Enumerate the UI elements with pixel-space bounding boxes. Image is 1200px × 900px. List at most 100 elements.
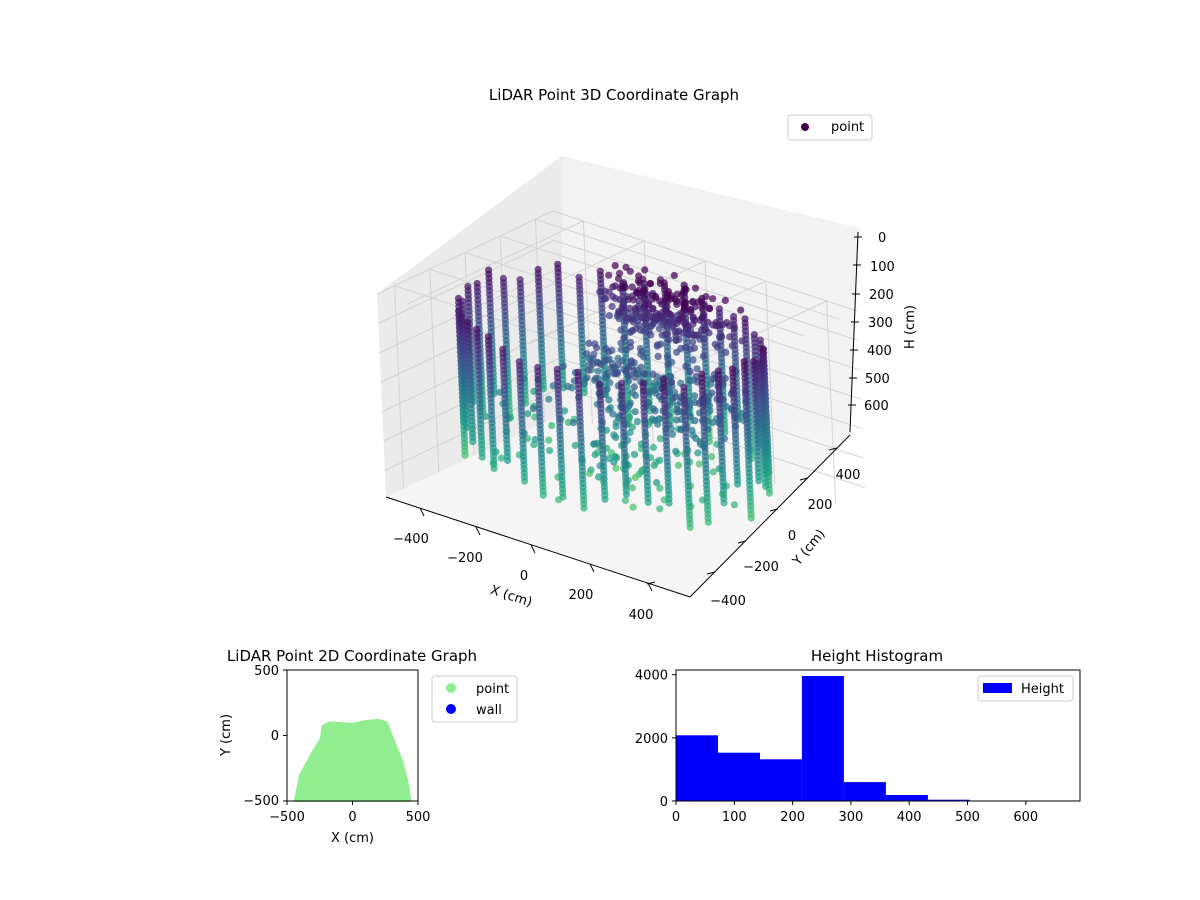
grid-line — [394, 285, 405, 489]
point-3d — [689, 338, 697, 346]
point-3d — [651, 417, 659, 425]
point-3d — [622, 367, 630, 375]
scatter2d-title: LiDAR Point 2D Coordinate Graph — [227, 647, 477, 665]
point-3d — [633, 288, 641, 296]
point-3d — [692, 372, 700, 381]
point-3d — [689, 331, 697, 339]
point-3d — [691, 284, 700, 292]
scatter2d-ylabel: Y (cm) — [219, 714, 234, 757]
point-3d — [665, 336, 673, 344]
point-3d — [609, 292, 617, 301]
point-3d — [624, 314, 632, 322]
histogram-bars — [676, 676, 1080, 801]
point-3d — [609, 283, 617, 291]
point-3d — [615, 315, 623, 323]
y-tick-label: 2000 — [635, 732, 668, 747]
point-3d — [652, 292, 660, 300]
x-tick-label: 0 — [672, 810, 680, 825]
point-3d — [755, 477, 763, 485]
point-3d — [687, 345, 695, 353]
point-3d — [649, 304, 657, 312]
point-3d — [633, 418, 641, 426]
x-tick-label: 300 — [838, 810, 863, 825]
point-3d — [469, 438, 477, 446]
point-3d — [645, 327, 653, 335]
point-3d — [641, 320, 650, 328]
point-cloud-2d — [293, 718, 412, 802]
point-3d — [737, 306, 745, 314]
point-3d — [604, 369, 612, 377]
point-3d — [691, 417, 699, 425]
point-3d — [462, 423, 471, 431]
y-tick-label: −400 — [710, 594, 746, 609]
y-tick-label: 400 — [836, 468, 861, 483]
point-3d — [638, 347, 646, 356]
point-3d — [559, 362, 567, 370]
point-3d — [668, 430, 677, 438]
point-3d — [640, 353, 648, 361]
point-3d — [632, 391, 640, 400]
point-3d — [709, 468, 717, 476]
grid-line — [535, 218, 840, 320]
point-3d — [564, 418, 573, 426]
point-3d — [664, 330, 672, 338]
point-3d — [601, 287, 609, 295]
point-3d — [656, 297, 664, 305]
point-3d — [697, 326, 706, 334]
legend-marker-point — [801, 123, 809, 131]
point-3d — [708, 389, 716, 397]
point-3d — [590, 440, 598, 448]
z-ticks-3d: 0 100 200 300 400 500 600 H (cm) — [848, 231, 918, 414]
y-tick-label: 0 — [660, 795, 668, 810]
point-3d — [589, 360, 597, 368]
point-3d — [667, 378, 676, 386]
point-3d — [583, 374, 591, 382]
x-tick-label: −200 — [447, 551, 483, 566]
point-3d — [694, 298, 703, 306]
point-3d — [614, 274, 623, 283]
y-axis-line — [689, 434, 851, 598]
point-3d — [747, 514, 755, 522]
point-3d — [720, 499, 728, 507]
point-3d — [699, 352, 708, 360]
legend-box — [977, 675, 1074, 702]
point-3d — [612, 422, 620, 431]
point-3d — [628, 283, 636, 291]
point-3d — [605, 271, 613, 279]
legend-label: point — [831, 120, 864, 135]
point-3d — [682, 362, 690, 370]
point-3d — [686, 523, 694, 532]
point-3d — [625, 304, 634, 312]
point-3d — [765, 489, 774, 497]
point-3d — [524, 410, 532, 418]
x-tick-label: 500 — [406, 810, 431, 825]
point-3d — [620, 334, 628, 342]
point-3d — [728, 342, 736, 350]
y-tick-label: −500 — [243, 794, 279, 809]
point-3d — [605, 396, 613, 404]
legend-2d: point wall — [431, 675, 518, 723]
point-3d — [693, 365, 701, 373]
point-3d — [671, 328, 679, 336]
histogram-bar — [843, 782, 886, 801]
point-3d — [504, 456, 512, 465]
legend-label: wall — [476, 703, 502, 718]
point-3d — [653, 479, 661, 487]
histogram-bar — [927, 799, 970, 801]
point-3d — [650, 386, 658, 395]
point-3d — [659, 321, 668, 329]
x-axis-label-3d: X (cm) — [488, 583, 534, 611]
point-3d — [651, 407, 659, 415]
scatter2d-xlabel: X (cm) — [331, 831, 374, 846]
point-3d — [651, 315, 660, 323]
point-3d — [478, 453, 486, 461]
point-3d — [656, 435, 664, 443]
point-3d — [657, 340, 665, 348]
x-tick-label: 0 — [520, 569, 528, 584]
point-3d — [631, 373, 639, 381]
point-3d — [691, 392, 699, 400]
point-3d — [587, 466, 595, 474]
point-3d — [546, 447, 554, 455]
point-3d — [637, 363, 645, 371]
